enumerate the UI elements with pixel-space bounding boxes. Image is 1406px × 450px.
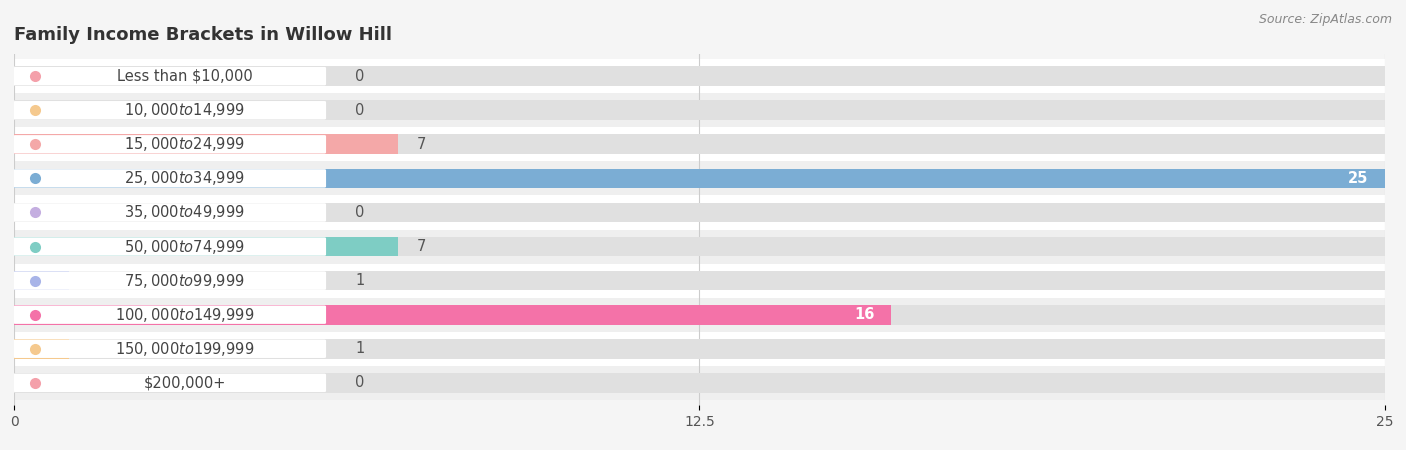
FancyBboxPatch shape: [14, 306, 326, 324]
Bar: [14, 271, 1385, 291]
Text: $150,000 to $199,999: $150,000 to $199,999: [115, 340, 254, 358]
Text: 0: 0: [356, 103, 364, 118]
FancyBboxPatch shape: [14, 203, 326, 222]
Text: $35,000 to $49,999: $35,000 to $49,999: [124, 203, 245, 221]
Bar: [14, 305, 891, 324]
Text: 1: 1: [356, 273, 364, 288]
FancyBboxPatch shape: [14, 374, 326, 392]
Text: $75,000 to $99,999: $75,000 to $99,999: [124, 272, 245, 290]
Text: $100,000 to $149,999: $100,000 to $149,999: [115, 306, 254, 324]
Bar: [14, 366, 1385, 400]
FancyBboxPatch shape: [14, 169, 326, 188]
Bar: [14, 100, 1385, 120]
FancyBboxPatch shape: [14, 271, 326, 290]
FancyBboxPatch shape: [14, 101, 326, 119]
Text: 1: 1: [356, 341, 364, 356]
Bar: [14, 305, 1385, 324]
Text: $50,000 to $74,999: $50,000 to $74,999: [124, 238, 245, 256]
Bar: [14, 162, 1385, 195]
Bar: [14, 297, 1385, 332]
Text: 7: 7: [418, 239, 426, 254]
Bar: [14, 93, 1385, 127]
Bar: [14, 59, 1385, 93]
Bar: [14, 66, 1385, 86]
FancyBboxPatch shape: [14, 340, 326, 358]
Text: Family Income Brackets in Willow Hill: Family Income Brackets in Willow Hill: [14, 26, 392, 44]
Bar: [14, 135, 1385, 154]
Bar: [14, 339, 1385, 359]
Bar: [14, 237, 398, 256]
Text: 7: 7: [418, 137, 426, 152]
Bar: [14, 264, 1385, 297]
Text: 16: 16: [855, 307, 875, 322]
Text: 0: 0: [356, 69, 364, 84]
Bar: [14, 332, 1385, 366]
Text: Source: ZipAtlas.com: Source: ZipAtlas.com: [1258, 14, 1392, 27]
Text: 0: 0: [356, 205, 364, 220]
Bar: [14, 135, 398, 154]
Text: 0: 0: [356, 375, 364, 390]
Bar: [14, 230, 1385, 264]
Text: $200,000+: $200,000+: [143, 375, 226, 390]
Bar: [14, 127, 1385, 162]
FancyBboxPatch shape: [14, 67, 326, 86]
Bar: [14, 339, 69, 359]
Bar: [14, 271, 69, 291]
Text: $25,000 to $34,999: $25,000 to $34,999: [124, 169, 245, 187]
Text: Less than $10,000: Less than $10,000: [117, 69, 253, 84]
Bar: [14, 237, 1385, 256]
FancyBboxPatch shape: [14, 135, 326, 153]
Bar: [14, 168, 1385, 188]
Text: $15,000 to $24,999: $15,000 to $24,999: [124, 135, 245, 153]
Bar: [14, 168, 1385, 188]
Text: $10,000 to $14,999: $10,000 to $14,999: [124, 101, 245, 119]
Bar: [14, 195, 1385, 230]
FancyBboxPatch shape: [14, 237, 326, 256]
Text: 25: 25: [1348, 171, 1368, 186]
Bar: [14, 202, 1385, 222]
Bar: [14, 373, 1385, 393]
